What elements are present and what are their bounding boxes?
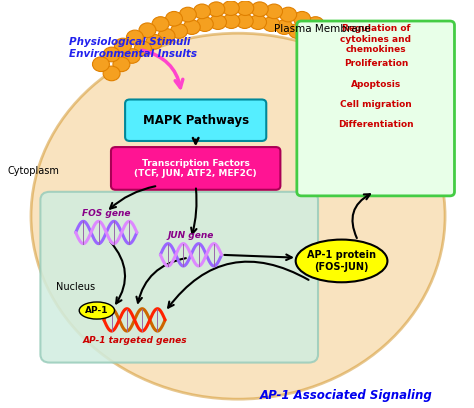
Text: Differentiation: Differentiation <box>338 120 414 129</box>
Text: Plasma Membrane: Plasma Membrane <box>274 24 371 34</box>
Text: Cell migration: Cell migration <box>340 100 412 109</box>
Circle shape <box>196 17 213 31</box>
FancyArrowPatch shape <box>142 50 183 88</box>
Text: Nucleus: Nucleus <box>56 282 95 293</box>
Circle shape <box>313 34 330 49</box>
Circle shape <box>103 47 120 62</box>
Circle shape <box>223 14 240 29</box>
Circle shape <box>237 1 254 16</box>
Circle shape <box>236 14 253 29</box>
Text: Transcription Factors
(TCF, JUN, ATF2, MEF2C): Transcription Factors (TCF, JUN, ATF2, M… <box>134 159 257 178</box>
Text: AP-1: AP-1 <box>85 306 109 315</box>
Circle shape <box>103 66 120 81</box>
Circle shape <box>280 7 297 22</box>
Text: Physiological Stimuli
Environmental Insults: Physiological Stimuli Environmental Insu… <box>69 37 197 59</box>
Circle shape <box>193 4 210 19</box>
FancyBboxPatch shape <box>125 100 266 141</box>
Text: AP-1 Associated Signaling: AP-1 Associated Signaling <box>260 388 433 401</box>
Circle shape <box>251 2 268 17</box>
Circle shape <box>135 41 151 56</box>
Circle shape <box>276 20 293 34</box>
Circle shape <box>113 57 130 72</box>
Circle shape <box>307 17 324 31</box>
Circle shape <box>250 15 266 29</box>
Text: MAPK Pathways: MAPK Pathways <box>143 114 249 127</box>
Text: Proliferation: Proliferation <box>344 59 408 68</box>
Circle shape <box>210 15 227 29</box>
Circle shape <box>139 23 156 38</box>
Circle shape <box>165 11 182 26</box>
Circle shape <box>289 24 306 38</box>
Circle shape <box>336 49 353 63</box>
Circle shape <box>325 41 342 56</box>
Circle shape <box>293 11 310 26</box>
Circle shape <box>356 66 373 81</box>
FancyBboxPatch shape <box>40 192 318 363</box>
Ellipse shape <box>31 33 445 399</box>
Circle shape <box>356 47 373 62</box>
FancyBboxPatch shape <box>297 21 455 196</box>
Circle shape <box>92 57 109 71</box>
Circle shape <box>222 1 239 16</box>
Circle shape <box>333 30 350 45</box>
Text: AP-1 protein
(FOS-JUN): AP-1 protein (FOS-JUN) <box>307 250 376 272</box>
Text: AP-1 targeted genes: AP-1 targeted genes <box>82 336 187 345</box>
Text: JUN gene: JUN gene <box>168 231 214 240</box>
Circle shape <box>158 29 175 43</box>
Circle shape <box>265 4 283 19</box>
Circle shape <box>171 24 187 38</box>
Text: Regulation of
cytokines and
chemokines: Regulation of cytokines and chemokines <box>340 24 411 54</box>
Circle shape <box>346 57 363 72</box>
Circle shape <box>263 17 280 31</box>
Text: Cytoplasm: Cytoplasm <box>8 166 59 177</box>
Circle shape <box>114 38 131 53</box>
Ellipse shape <box>79 302 115 319</box>
Text: FOS gene: FOS gene <box>82 209 130 218</box>
Circle shape <box>179 7 196 22</box>
Circle shape <box>152 17 169 31</box>
Text: Apoptosis: Apoptosis <box>351 80 401 89</box>
Circle shape <box>183 20 200 34</box>
Circle shape <box>146 34 163 49</box>
Circle shape <box>345 38 362 53</box>
Circle shape <box>367 57 383 71</box>
Circle shape <box>123 49 140 63</box>
Circle shape <box>320 23 337 38</box>
FancyBboxPatch shape <box>111 147 281 190</box>
Ellipse shape <box>296 239 387 282</box>
Circle shape <box>208 2 225 17</box>
Circle shape <box>301 29 318 43</box>
Circle shape <box>127 30 143 45</box>
